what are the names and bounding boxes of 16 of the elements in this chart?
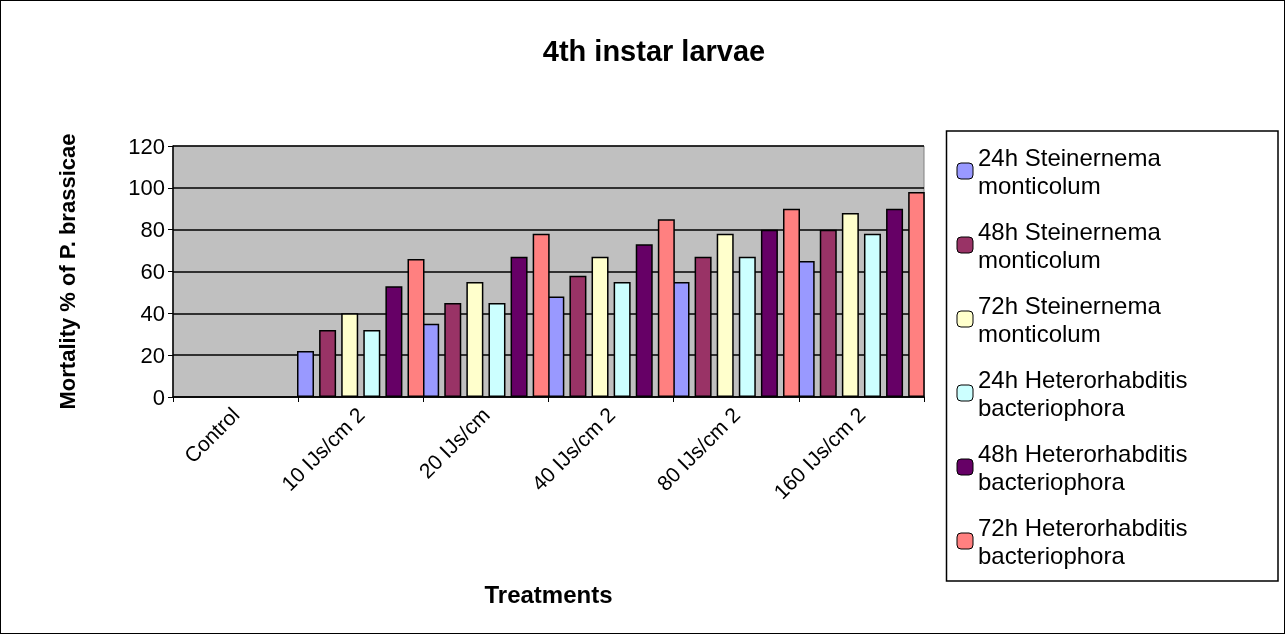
legend-label: 72h Steinernema monticolum (978, 291, 1168, 347)
y-axis-title: Mortality % of P. brassicae (54, 133, 80, 410)
y-tick-label: 120 (128, 133, 165, 159)
y-tick-label: 60 (140, 259, 165, 284)
legend-label: 24h Steinernema monticolum (978, 143, 1168, 199)
legend-label: 48h Heterorhabditis bacteriophora (978, 439, 1195, 495)
y-tick-label: 20 (140, 342, 165, 368)
y-tick-label: 0 (152, 384, 165, 410)
chart-title: 4th instar larvae (542, 34, 766, 67)
y-tick-label: 80 (140, 217, 165, 243)
legend-label: 24h Heterorhabditis bacteriophora (978, 365, 1195, 421)
y-tick-label: 100 (128, 175, 165, 201)
legend-label: 72h Heterorhabditis bacteriophora (978, 513, 1195, 569)
legend-label: 48h Steinernema monticolum (978, 217, 1168, 273)
y-tick-label: 40 (140, 300, 165, 326)
x-axis-title: Treatments (484, 580, 613, 608)
